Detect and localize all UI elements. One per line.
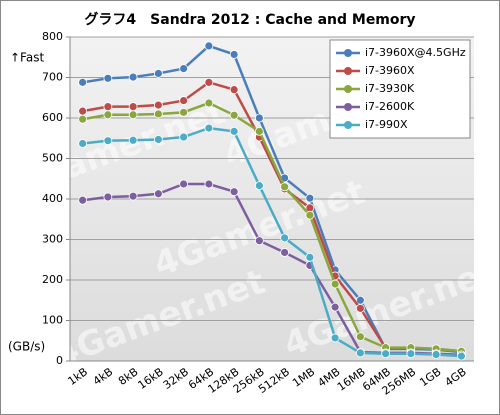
data-point bbox=[128, 102, 138, 112]
series-line bbox=[82, 101, 462, 353]
y-tick-label: 100 bbox=[42, 314, 63, 327]
data-point bbox=[305, 193, 315, 203]
data-point bbox=[179, 96, 189, 105]
data-point bbox=[254, 126, 264, 136]
data-point bbox=[330, 279, 340, 289]
data-point bbox=[179, 179, 189, 189]
data-point bbox=[128, 135, 138, 145]
data-point bbox=[103, 192, 113, 202]
data-point bbox=[381, 349, 391, 359]
legend-marker bbox=[344, 49, 352, 57]
data-point bbox=[229, 85, 239, 95]
data-point bbox=[78, 114, 88, 124]
data-point bbox=[78, 139, 88, 148]
data-point bbox=[153, 135, 163, 144]
y-label: (GB/s) bbox=[8, 340, 45, 354]
data-point bbox=[103, 73, 113, 83]
data-point bbox=[179, 107, 189, 117]
data-point bbox=[330, 333, 340, 343]
data-point bbox=[254, 113, 264, 123]
y-tick-label: 500 bbox=[42, 152, 63, 165]
data-point bbox=[204, 123, 214, 133]
legend-label: i7-3960X bbox=[365, 64, 415, 77]
data-point bbox=[179, 132, 189, 142]
data-point bbox=[128, 72, 138, 82]
y-tick-label: 300 bbox=[42, 233, 63, 246]
y-tick-label: 0 bbox=[56, 354, 63, 367]
data-point bbox=[128, 110, 138, 120]
legend-label: i7-990X bbox=[365, 118, 408, 131]
data-point bbox=[229, 110, 239, 120]
data-point bbox=[153, 100, 163, 110]
y-tick-label: 200 bbox=[42, 273, 63, 286]
data-point bbox=[280, 182, 290, 192]
data-point bbox=[153, 189, 163, 199]
data-point bbox=[103, 102, 113, 112]
legend-marker bbox=[344, 103, 352, 111]
data-point bbox=[355, 348, 365, 358]
legend-label: i7-3930K bbox=[365, 82, 415, 95]
y-tick-label: 800 bbox=[42, 30, 63, 43]
data-point bbox=[204, 179, 214, 189]
data-point bbox=[431, 350, 441, 359]
data-point bbox=[128, 191, 138, 201]
y-tick-label: 700 bbox=[42, 71, 63, 84]
data-point bbox=[254, 236, 264, 246]
data-point bbox=[103, 110, 113, 120]
legend-label: i7-3960X@4.5GHz bbox=[365, 46, 466, 59]
data-point bbox=[179, 64, 189, 73]
data-point bbox=[229, 187, 239, 197]
data-point bbox=[78, 77, 88, 87]
data-point bbox=[280, 233, 290, 243]
data-point bbox=[204, 41, 214, 51]
y-tick-label: 400 bbox=[42, 192, 63, 205]
data-point bbox=[280, 248, 290, 257]
data-point bbox=[406, 349, 416, 359]
data-point bbox=[78, 106, 88, 116]
data-point bbox=[305, 210, 315, 220]
data-point bbox=[305, 252, 315, 262]
data-point bbox=[229, 50, 239, 59]
y-tick-label: 600 bbox=[42, 111, 63, 124]
data-point bbox=[204, 77, 214, 87]
data-point bbox=[355, 303, 365, 313]
data-point bbox=[78, 195, 88, 205]
data-point bbox=[153, 109, 163, 119]
data-point bbox=[229, 126, 239, 136]
data-point bbox=[330, 302, 340, 312]
legend-marker bbox=[344, 67, 352, 75]
chart-title: グラフ4 Sandra 2012 : Cache and Memory bbox=[84, 11, 415, 28]
data-point bbox=[355, 332, 365, 342]
data-point bbox=[456, 351, 466, 361]
series-line bbox=[82, 126, 462, 358]
legend-marker bbox=[344, 85, 352, 93]
legend-marker bbox=[344, 121, 352, 129]
y-label-top: ↑Fast bbox=[10, 51, 44, 65]
legend-label: i7-2600K bbox=[365, 100, 415, 113]
data-point bbox=[103, 136, 113, 146]
data-point bbox=[204, 98, 214, 108]
data-point bbox=[254, 181, 264, 191]
data-point bbox=[153, 69, 163, 78]
